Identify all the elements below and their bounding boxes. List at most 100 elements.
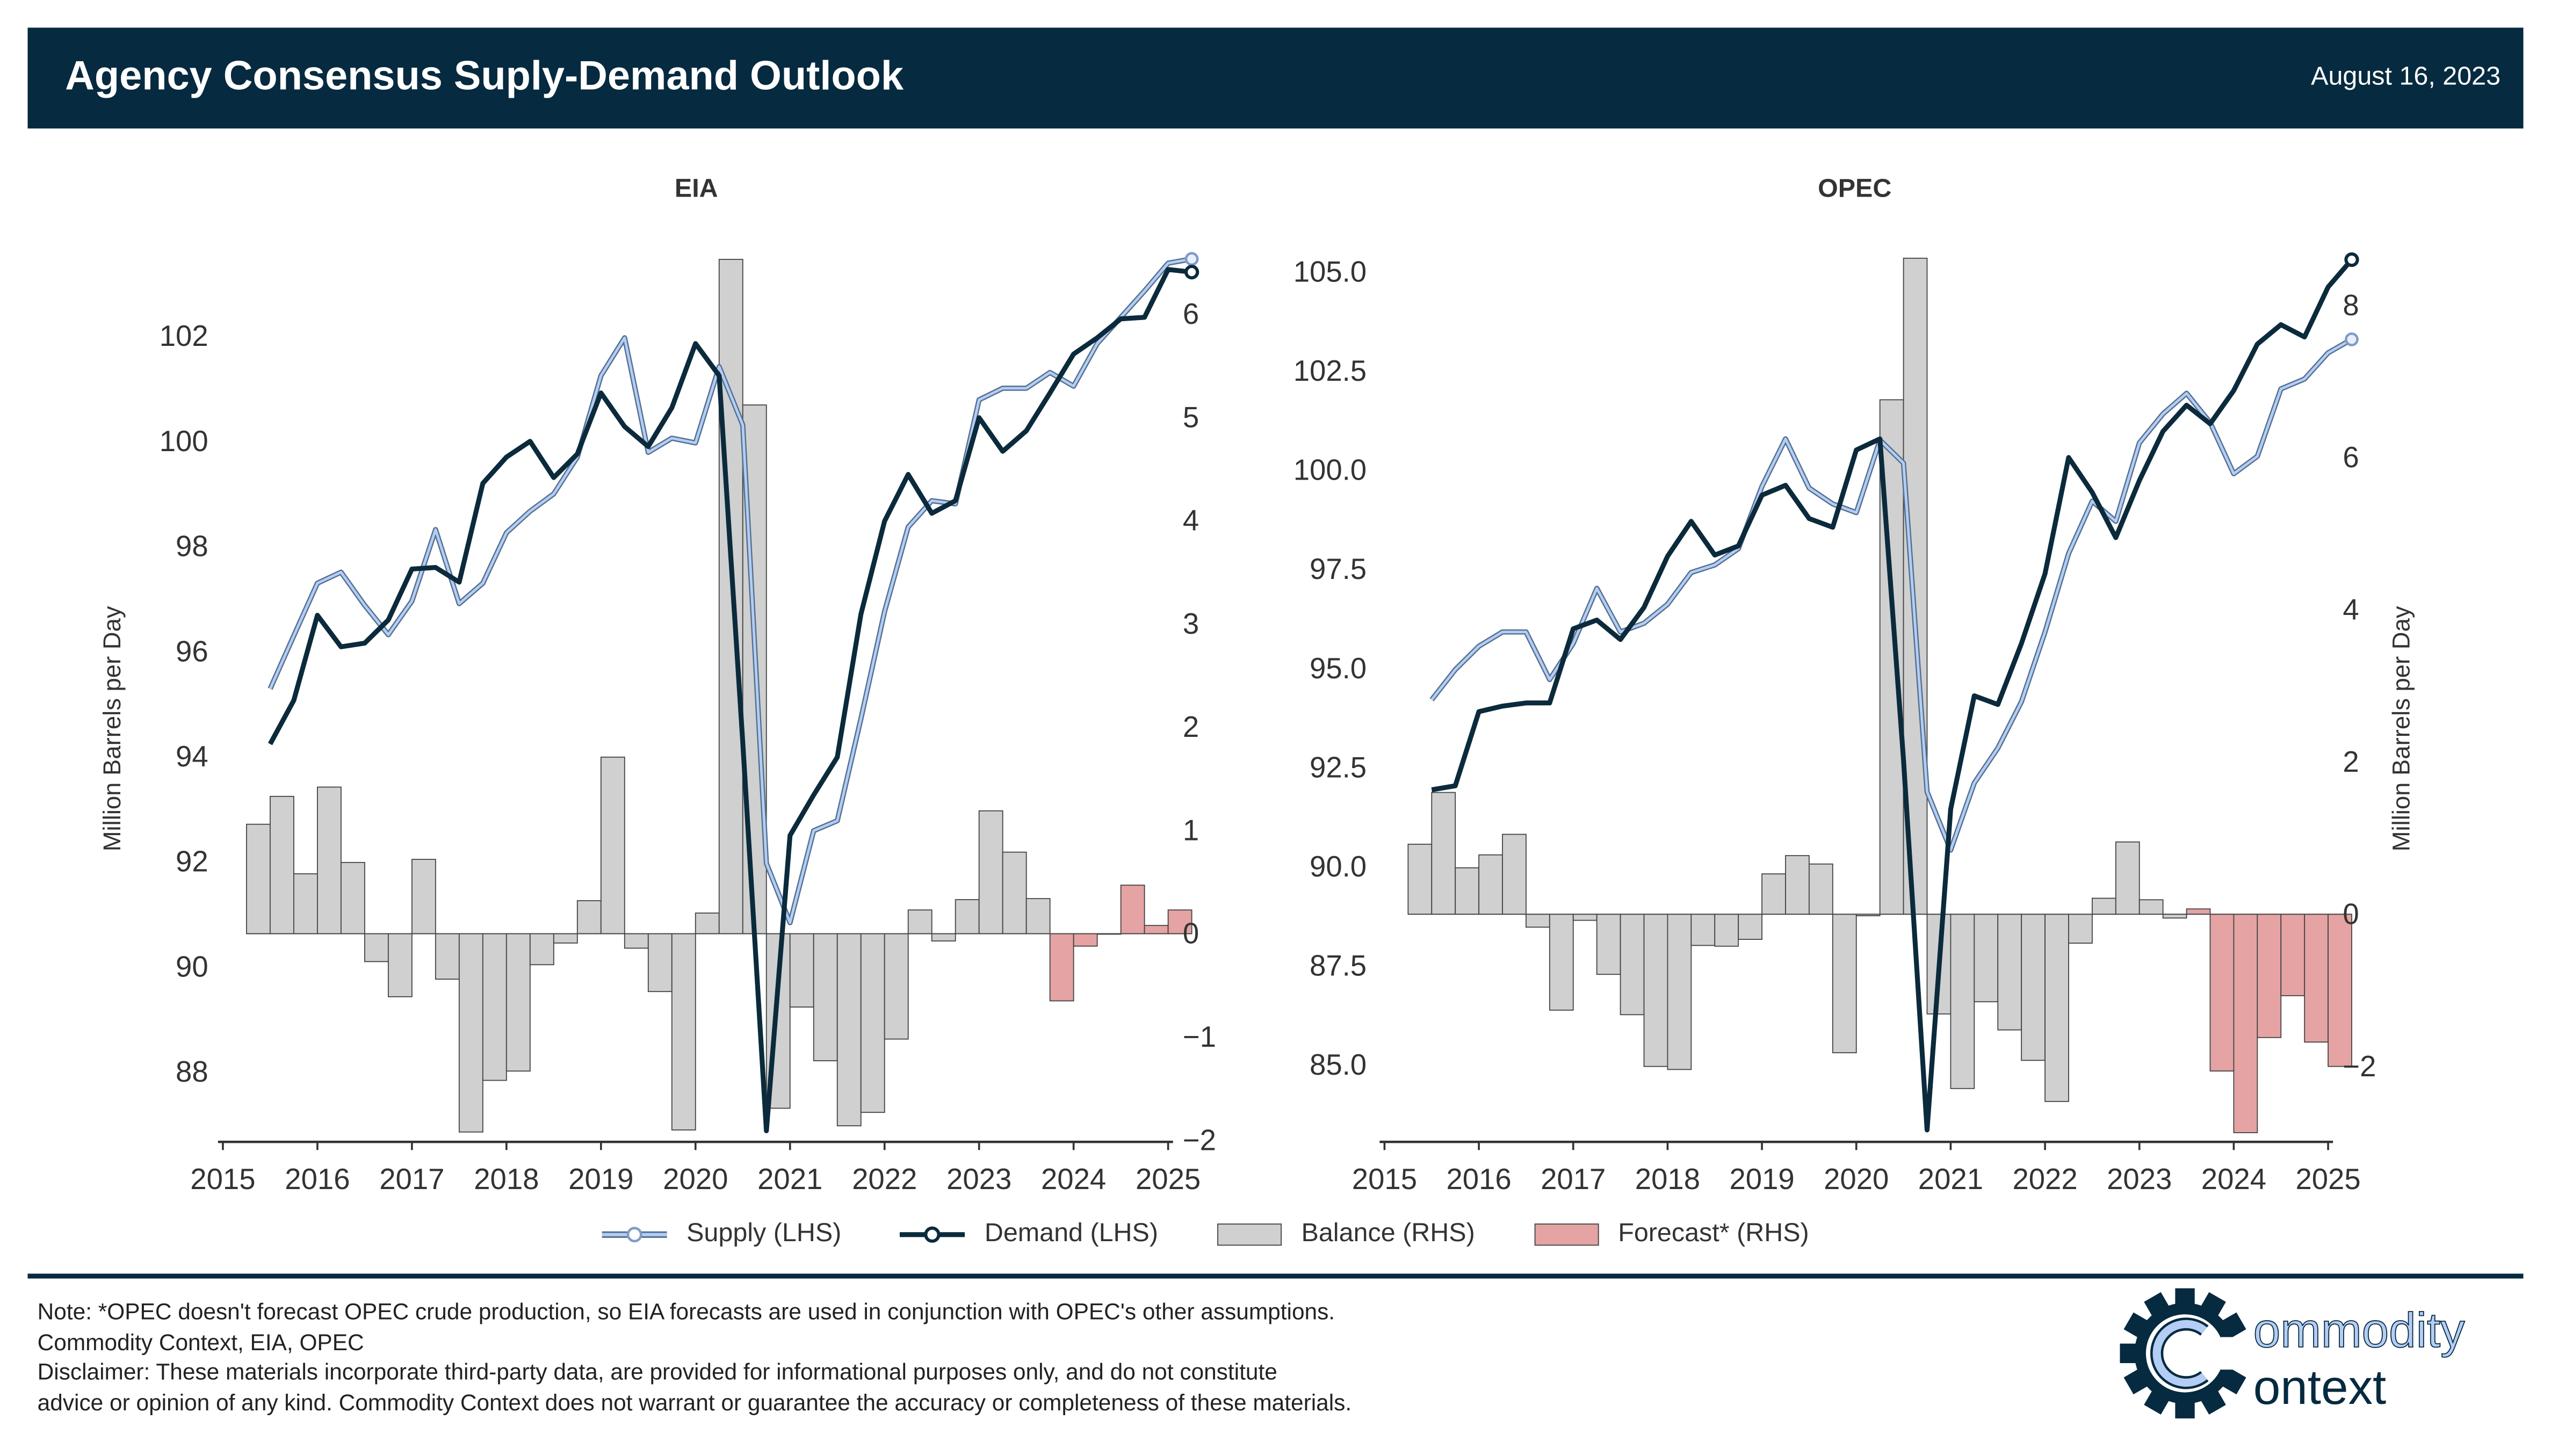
right-tick-label: 6: [2343, 441, 2359, 474]
balance-bar: [978, 810, 1003, 935]
disclaimer-text: advice or opinion of any kind. Commodity…: [37, 1388, 1352, 1415]
right-tick-label: −1: [1183, 1020, 1216, 1053]
balance-bar: [2138, 899, 2164, 915]
legend-item-supply: Supply (LHS): [602, 1220, 842, 1250]
right-tick-label: 5: [1183, 401, 1199, 433]
left-tick-label: 94: [176, 740, 208, 773]
balance-bar: [1002, 851, 1027, 935]
legend-label: Forecast* (RHS): [1618, 1220, 1809, 1248]
x-tick-label: 2016: [1446, 1163, 1511, 1196]
balance-bar: [1526, 914, 1550, 928]
balance-bar: [435, 933, 460, 980]
commodity-context-logo: ommodity ontext: [2120, 1288, 2466, 1419]
balance-bar: [1785, 855, 1810, 915]
left-tick-label: 97.5: [1310, 553, 1367, 585]
right-tick-label: −2: [2343, 1050, 2376, 1083]
right-tick-label: 8: [2343, 289, 2359, 322]
y-axis-label: Million Barrels per Day: [98, 606, 126, 851]
left-tick-label: 92.5: [1310, 751, 1367, 784]
x-tick-label: 2018: [474, 1163, 539, 1196]
left-tick-label: 102.5: [1293, 354, 1367, 387]
left-tick-label: 85.0: [1310, 1048, 1367, 1081]
page-title: Agency Consensus Suply-Demand Outlook: [65, 53, 904, 99]
balance-box-icon: [1217, 1223, 1282, 1246]
legend-item-balance: Balance (RHS): [1217, 1220, 1475, 1250]
x-tick-label: 2015: [1352, 1163, 1417, 1196]
x-tick-label: 2020: [1824, 1163, 1889, 1196]
balance-bar: [1950, 914, 1975, 1089]
footer-notes: Note: *OPEC doesn't forecast OPEC crude …: [38, 1296, 1352, 1417]
balance-bar: [884, 933, 909, 1040]
left-tick-label: 90: [176, 950, 208, 983]
balance-bar: [1431, 792, 1456, 915]
x-tick-label: 2017: [379, 1163, 444, 1196]
legend: Supply (LHS) Demand (LHS) Balance (RHS) …: [602, 1220, 1868, 1250]
balance-bar: [1596, 914, 1621, 975]
demand-end-marker: [1184, 265, 1199, 280]
balance-bar: [1974, 914, 1999, 1003]
balance-bar: [1478, 854, 1503, 915]
balance-bar: [1620, 914, 1645, 1016]
balance-bar: [813, 933, 838, 1061]
chart-title: EIA: [675, 173, 718, 202]
x-tick-label: 2023: [2107, 1163, 2172, 1196]
legend-label: Demand (LHS): [984, 1220, 1159, 1248]
balance-bar: [860, 933, 885, 1113]
balance-bar: [2068, 914, 2093, 944]
balance-bar: [411, 859, 436, 935]
balance-bar: [1761, 873, 1786, 915]
x-tick-label: 2025: [1136, 1163, 1201, 1196]
x-tick-label: 2021: [1918, 1163, 1983, 1196]
balance-bar: [695, 912, 720, 935]
right-tick-label: 0: [1183, 917, 1199, 950]
disclaimer-text: Disclaimer: These materials incorporate …: [37, 1358, 1277, 1385]
supply-end-marker: [1184, 252, 1199, 266]
right-tick-label: 0: [2343, 897, 2359, 930]
x-tick-label: 2022: [852, 1163, 917, 1196]
balance-bar: [458, 933, 483, 1133]
balance-bar: [789, 933, 814, 1008]
balance-bar: [505, 933, 531, 1072]
left-tick-label: 90.0: [1310, 850, 1367, 883]
gear-icon: [2120, 1288, 2246, 1419]
legend-label: Supply (LHS): [686, 1220, 842, 1248]
balance-bar: [671, 933, 696, 1131]
legend-item-demand: Demand (LHS): [900, 1220, 1158, 1250]
left-tick-label: 88: [176, 1055, 208, 1088]
forecast-bar: [2280, 914, 2306, 996]
forecast-bar: [2328, 914, 2352, 1067]
balance-bar: [2091, 897, 2116, 915]
demand-line: [1431, 258, 2354, 1133]
forecast-bar: [2304, 914, 2329, 1043]
x-tick-label: 2019: [568, 1163, 633, 1196]
balance-bar: [340, 861, 365, 935]
source-text: Commodity Context, EIA, OPEC: [37, 1328, 364, 1354]
supply-line-icon: [602, 1227, 667, 1243]
balance-bar: [1572, 914, 1598, 921]
right-tick-label: 1: [1183, 814, 1199, 846]
logo-text-top: ommodity: [2253, 1303, 2465, 1358]
legend-item-forecast: Forecast* (RHS): [1534, 1220, 1809, 1250]
balance-bar: [2115, 841, 2140, 915]
right-tick-label: −2: [1183, 1124, 1216, 1156]
balance-bar: [1025, 898, 1051, 935]
balance-bar: [2162, 914, 2187, 919]
balance-bar: [246, 823, 271, 935]
y-axis-label: Million Barrels per Day: [2388, 606, 2415, 851]
x-tick-label: 2023: [946, 1163, 1011, 1196]
forecast-bar: [1167, 909, 1193, 935]
chart-opec: OPEC 2015 2016 2017 2018 2019 2020 2021 2022 2023…: [1293, 173, 2415, 1196]
left-tick-label: 92: [176, 845, 208, 878]
x-tick-label: 2015: [190, 1163, 255, 1196]
balance-bar: [293, 873, 318, 935]
balance-bar: [1455, 867, 1479, 915]
x-tick-label: 2018: [1635, 1163, 1700, 1196]
balance-bar: [1738, 914, 1762, 940]
forecast-bar: [1144, 925, 1169, 935]
balance-bar: [1407, 843, 1433, 915]
right-tick-label: 2: [2343, 745, 2359, 778]
balance-bar: [1643, 914, 1668, 1067]
